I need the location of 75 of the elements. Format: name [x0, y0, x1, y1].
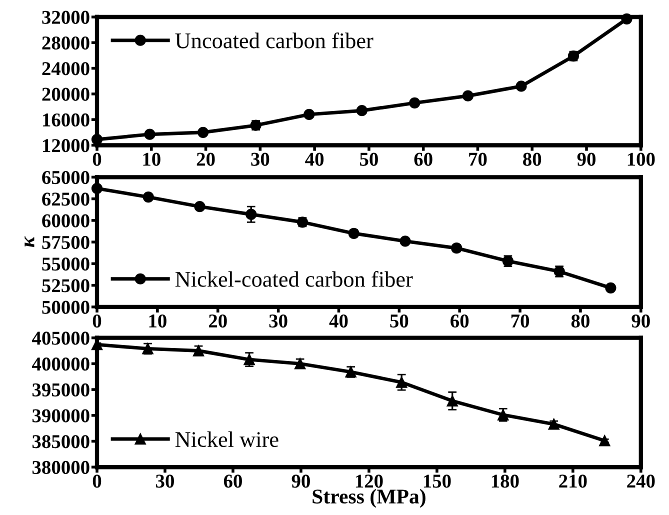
point: [356, 105, 368, 116]
x-axis-title: Stress (MPa): [312, 488, 426, 508]
y-tick-label: 405000: [32, 332, 90, 345]
y-tick-label: 16000: [43, 113, 90, 127]
point: [548, 418, 560, 430]
y-tick-label: 395000: [32, 383, 90, 396]
x-tick-label: 40: [329, 314, 348, 328]
y-tick-label: 32000: [42, 10, 90, 24]
legend-label: Uncoated carbon fiber: [175, 32, 374, 48]
point: [91, 134, 103, 146]
y-tick-label: 60000: [42, 214, 90, 228]
point: [198, 126, 209, 138]
x-tick-label: 0: [92, 474, 102, 488]
x-tick-label: 80: [523, 152, 542, 166]
x-tick-label: 210: [559, 474, 587, 488]
y-tick-label: 28000: [42, 36, 90, 50]
x-tick-label: 20: [196, 152, 215, 166]
x-tick-label: 10: [149, 314, 166, 328]
x-tick-label: 100: [628, 152, 655, 166]
x-tick-label: 50: [360, 152, 378, 166]
y-tick-label: 57500: [42, 236, 90, 249]
x-tick-label: 60: [224, 474, 242, 488]
point: [400, 236, 411, 247]
legend-label: Nickel wire: [175, 431, 278, 448]
point: [142, 192, 154, 203]
point: [348, 228, 360, 239]
point: [446, 395, 458, 406]
y-tick-label: 400000: [32, 358, 90, 371]
point: [194, 201, 206, 212]
x-tick-label: 90: [632, 314, 650, 328]
y-tick-label: 65000: [42, 170, 90, 184]
point: [396, 376, 408, 388]
point: [294, 358, 306, 370]
x-tick-label: 90: [292, 474, 310, 488]
y-tick-label: 62500: [42, 192, 90, 206]
x-tick-label: 120: [356, 474, 383, 488]
x-tick-label: 90: [577, 152, 596, 166]
y-tick-label: 380000: [32, 460, 90, 474]
y-tick-label: 52500: [42, 279, 90, 292]
x-tick-label: 20: [208, 314, 227, 328]
x-tick-label: 40: [305, 152, 324, 166]
x-tick-label: 70: [511, 314, 530, 328]
x-tick-label: 10: [143, 152, 160, 166]
y-tick-label: 12000: [43, 139, 90, 152]
legend-label: Nickel-coated carbon fiber: [175, 271, 413, 287]
y-tick-label: 55000: [42, 257, 90, 271]
y-tick-label: 390000: [32, 409, 90, 422]
point: [516, 80, 527, 92]
point: [246, 208, 257, 220]
point: [462, 90, 474, 102]
x-tick-label: 0: [92, 152, 102, 166]
point: [144, 128, 156, 140]
x-tick-label: 30: [156, 474, 174, 488]
x-tick-label: 60: [450, 314, 469, 328]
point: [409, 97, 420, 108]
x-tick-label: 30: [251, 152, 270, 166]
x-tick-label: 0: [92, 314, 102, 328]
x-tick-label: 180: [492, 474, 519, 488]
x-tick-label: 150: [424, 474, 451, 488]
y-axis-title: κ: [24, 236, 34, 248]
y-tick-label: 385000: [32, 435, 90, 448]
x-tick-label: 80: [571, 314, 590, 328]
point: [621, 13, 632, 24]
point: [91, 182, 103, 194]
y-tick-label: 50000: [42, 300, 90, 314]
point: [304, 108, 315, 120]
x-tick-label: 60: [414, 152, 432, 166]
y-tick-label: 24000: [42, 62, 90, 76]
x-tick-label: 30: [269, 314, 288, 328]
point: [605, 282, 616, 294]
y-tick-label: 20000: [42, 88, 90, 101]
x-tick-label: 240: [627, 474, 655, 488]
point: [599, 435, 610, 446]
x-tick-label: 70: [469, 152, 487, 166]
x-tick-label: 50: [390, 314, 408, 328]
